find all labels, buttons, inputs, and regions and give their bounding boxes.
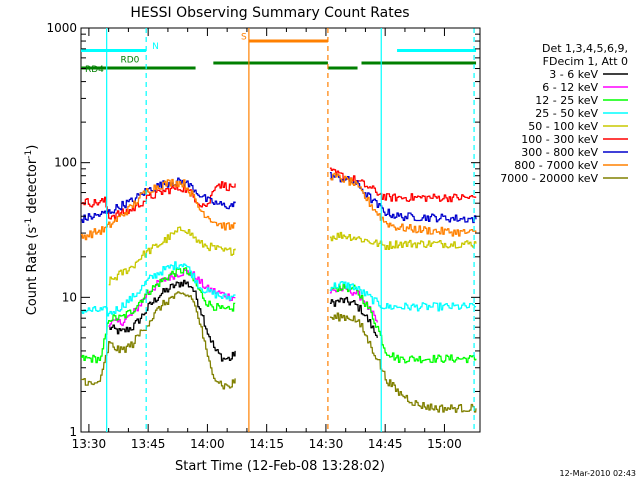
- series-3-segment-0: [81, 261, 236, 317]
- y-tick-label-0: 1: [69, 425, 77, 439]
- x-axis-label: Start Time (12-Feb-08 13:28:02): [175, 459, 385, 474]
- chart-title: HESSI Observing Summary Count Rates: [130, 5, 409, 21]
- y-axis-label-end: ): [25, 145, 40, 150]
- series-5-segment-1: [329, 167, 477, 203]
- series-3-segment-1: [329, 280, 477, 312]
- series-7-segment-1: [329, 172, 477, 237]
- series-layer: [81, 167, 477, 413]
- segment-label-2: RD0: [121, 55, 140, 65]
- y-tick-label-3: 1000: [46, 21, 77, 35]
- series-6-segment-0: [81, 177, 236, 223]
- y-axis-label: Count Rate (s-1 detector-1): [24, 145, 40, 316]
- x-tick-label-4: 14:30: [309, 437, 344, 451]
- x-tick-label-0: 13:30: [72, 437, 107, 451]
- legend: Det 1,3,4,5,6,9,FDecim 1, Att 03 - 6 keV…: [500, 42, 628, 185]
- series-7-segment-0: [81, 178, 236, 241]
- x-tick-label-1: 13:45: [131, 437, 166, 451]
- legend-label-8: 7000 - 20000 keV: [500, 172, 598, 185]
- timestamp: 12-Mar-2010 02:43: [560, 469, 637, 478]
- y-axis-label-part: Count Rate (s: [25, 227, 40, 316]
- plot-frame-box: [80, 27, 481, 433]
- x-tick-label-2: 14:00: [190, 437, 225, 451]
- x-tick-label-3: 14:15: [249, 437, 284, 451]
- segment-label-1: S: [241, 33, 247, 43]
- vlines-layer: [106, 28, 475, 432]
- legend-label-0: 3 - 6 keV: [549, 68, 598, 81]
- x-tick-label-6: 15:00: [427, 437, 462, 451]
- legend-label-5: 100 - 300 keV: [521, 133, 598, 146]
- legend-label-1: 6 - 12 keV: [542, 81, 598, 94]
- legend-header-1: FDecim 1, Att 0: [543, 55, 628, 68]
- legend-header-0: Det 1,3,4,5,6,9,: [542, 42, 628, 55]
- y-axis-label-sup2: -1: [24, 150, 34, 159]
- ticks-layer: 13:30 13:45 14:00 14:15 14:30 14:45 15:00 1 10 10…: [46, 21, 480, 451]
- plot-frame: [80, 27, 481, 433]
- y-axis-label-sup1: -1: [24, 218, 34, 227]
- segment-label-3: RD4: [85, 65, 104, 75]
- series-0-segment-0: [108, 279, 236, 362]
- x-tick-label-5: 14:45: [368, 437, 403, 451]
- legend-label-7: 800 - 7000 keV: [514, 159, 598, 172]
- series-6-segment-1: [329, 171, 477, 224]
- legend-label-6: 300 - 800 keV: [521, 146, 598, 159]
- legend-label-3: 25 - 50 keV: [535, 107, 598, 120]
- y-axis-label-mid: detector: [25, 158, 40, 218]
- y-tick-label-1: 10: [62, 290, 77, 304]
- flags-layer: N S RD0 RD4: [81, 33, 477, 75]
- series-4-segment-1: [329, 231, 477, 250]
- y-tick-label-2: 100: [54, 156, 77, 170]
- legend-label-4: 50 - 100 keV: [528, 120, 598, 133]
- series-8-segment-1: [329, 312, 477, 413]
- series-0-segment-1: [329, 296, 378, 339]
- legend-label-2: 12 - 25 keV: [535, 94, 598, 107]
- series-4-segment-0: [108, 226, 236, 286]
- segment-label-0: N: [152, 42, 159, 52]
